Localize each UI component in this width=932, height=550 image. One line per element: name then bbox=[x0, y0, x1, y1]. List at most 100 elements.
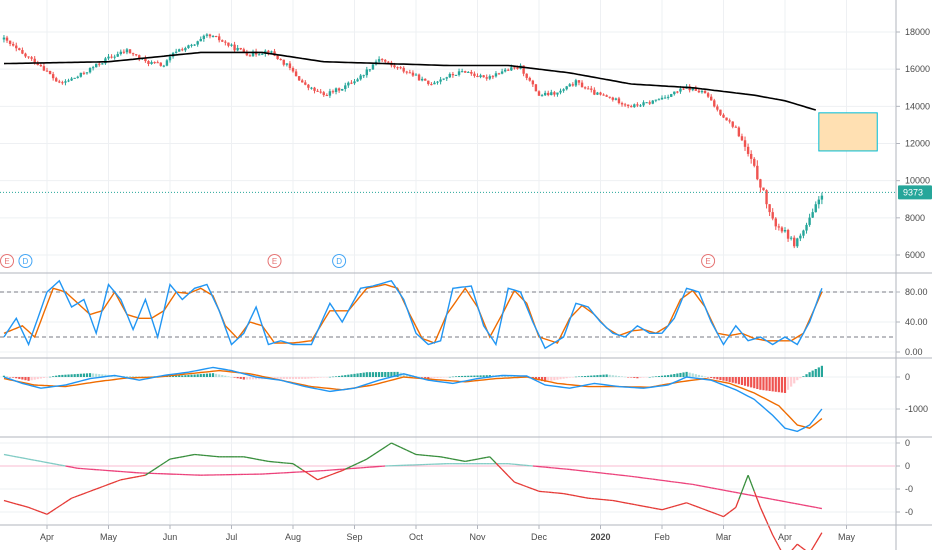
candle-body bbox=[236, 47, 239, 51]
macd-histogram-bar bbox=[762, 377, 765, 391]
candle-body bbox=[516, 67, 519, 69]
rs-ma-segment bbox=[701, 485, 706, 488]
macd-histogram-bar bbox=[258, 377, 261, 380]
earnings-marker[interactable]: E bbox=[701, 254, 716, 268]
macd-histogram-bar bbox=[504, 375, 507, 377]
candle-body bbox=[310, 87, 313, 89]
rs-segment bbox=[151, 468, 155, 472]
rs-segment bbox=[148, 470, 152, 474]
macd-histogram-bar bbox=[485, 375, 488, 377]
candle-body bbox=[294, 71, 298, 77]
macd-histogram-bar bbox=[461, 375, 464, 377]
axis-tick-label: 18000 bbox=[905, 27, 930, 37]
macd-histogram-bar bbox=[64, 374, 67, 377]
candle-body bbox=[479, 75, 482, 78]
rs-segment bbox=[465, 460, 469, 463]
macd-histogram-bar bbox=[245, 377, 248, 380]
time-axis-label: Jun bbox=[163, 532, 178, 542]
rs-segment bbox=[701, 507, 706, 511]
time-axis[interactable]: Apr May Jun Jul Aug Sep Oct Nov Dec 2020 Feb Mar Apr… bbox=[40, 525, 856, 542]
macd-histogram-bar bbox=[347, 374, 350, 377]
rs-segment bbox=[295, 465, 300, 469]
candle-body bbox=[208, 34, 212, 37]
rs-segment bbox=[449, 457, 454, 460]
macd-histogram-bar bbox=[802, 376, 805, 377]
marker-circle bbox=[267, 254, 282, 268]
candle-body bbox=[522, 65, 525, 74]
macd-histogram-bar bbox=[45, 377, 49, 378]
macd-histogram-bar bbox=[316, 377, 319, 378]
macd-histogram-bar bbox=[294, 377, 298, 379]
last-price-badge: 9373 bbox=[898, 185, 932, 200]
rs-ma-segment bbox=[708, 486, 712, 489]
rs-segment bbox=[631, 503, 635, 506]
candle-body bbox=[211, 35, 215, 37]
macd-histogram-bar bbox=[255, 377, 258, 380]
candle-body bbox=[282, 59, 285, 65]
rs-moving-average-line bbox=[3, 453, 823, 510]
macd-histogram-bar bbox=[430, 377, 433, 379]
candle-body bbox=[756, 165, 759, 180]
rs-segment bbox=[674, 504, 678, 507]
macd-histogram-bar bbox=[688, 372, 691, 377]
rs-ma-segment bbox=[28, 458, 32, 461]
macd-histogram-bar bbox=[76, 373, 79, 377]
earnings-marker[interactable]: E bbox=[267, 254, 282, 268]
rs-segment bbox=[738, 491, 743, 500]
rs-segment bbox=[714, 512, 718, 515]
stochastic-axis[interactable]: 80.00 40.00 0.00 bbox=[896, 287, 928, 357]
axis-tick-label: 0 bbox=[905, 438, 910, 448]
candle-body bbox=[439, 79, 442, 82]
macd-histogram-bar bbox=[507, 375, 510, 377]
macd-axis[interactable]: 0 -1000 bbox=[896, 372, 928, 414]
rs-segment bbox=[320, 476, 324, 480]
candle-body bbox=[728, 120, 731, 122]
macd-histogram-bar bbox=[707, 377, 710, 378]
axis-tick-label: -1000 bbox=[905, 404, 928, 414]
rs-ma-segment bbox=[775, 499, 779, 502]
candle-body bbox=[285, 63, 289, 65]
relative-strength-pane[interactable] bbox=[0, 442, 895, 550]
dividend-marker[interactable]: D bbox=[18, 254, 33, 268]
rs-ma-segment bbox=[806, 505, 810, 507]
candle-body bbox=[611, 97, 614, 100]
macd-histogram-bar bbox=[310, 377, 313, 379]
rs-segment bbox=[68, 497, 72, 501]
rs-ma-segment bbox=[19, 456, 23, 459]
macd-histogram-bar bbox=[181, 375, 184, 377]
last-price-badge-background bbox=[898, 185, 932, 200]
rs-ma-segment bbox=[732, 491, 736, 494]
macd-histogram-bar bbox=[39, 377, 42, 379]
candle-body bbox=[433, 82, 436, 85]
macd-histogram-bar bbox=[141, 376, 144, 377]
earnings-marker[interactable]: E bbox=[0, 254, 14, 268]
macd-histogram-bar bbox=[279, 377, 282, 379]
dividend-marker[interactable]: D bbox=[332, 254, 347, 268]
price-axis[interactable]: 18000 16000 14000 12000 10000 8000 6000 bbox=[896, 27, 930, 260]
macd-histogram-bar bbox=[184, 375, 187, 377]
macd-histogram-bar bbox=[660, 375, 664, 377]
target-zone-rectangle[interactable] bbox=[818, 112, 878, 152]
rs-ma-segment bbox=[3, 453, 8, 456]
candle-body bbox=[178, 49, 181, 52]
candle-body bbox=[273, 51, 276, 56]
rs-segment bbox=[637, 504, 641, 507]
rs-segment bbox=[25, 505, 29, 509]
macd-pane[interactable] bbox=[2, 365, 823, 433]
candle-body bbox=[793, 237, 796, 247]
candle-body bbox=[537, 91, 541, 96]
macd-signal-line bbox=[3, 369, 823, 429]
relative-strength-axis[interactable]: 0 0 -0 -0 bbox=[896, 438, 913, 517]
candle-body bbox=[325, 95, 329, 97]
rs-segment bbox=[77, 494, 82, 497]
stochastic-pane[interactable] bbox=[0, 279, 895, 350]
rs-segment bbox=[498, 465, 503, 470]
macd-histogram-bar bbox=[713, 377, 716, 379]
candle-body bbox=[633, 104, 636, 108]
rs-segment bbox=[796, 543, 801, 548]
candle-body bbox=[334, 88, 338, 92]
moving-average-line bbox=[3, 51, 817, 111]
time-axis-label: Feb bbox=[654, 532, 670, 542]
